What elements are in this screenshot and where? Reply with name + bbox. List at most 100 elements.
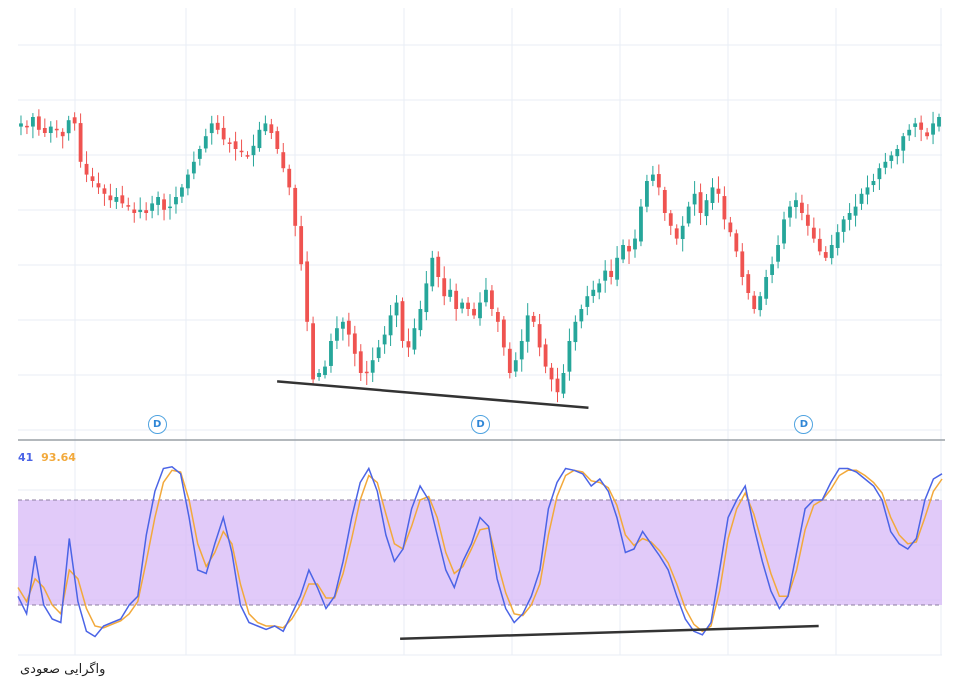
candle-body <box>209 123 214 134</box>
candle-body <box>633 238 637 250</box>
dividend-marker-icon[interactable]: D <box>794 415 814 434</box>
candle-body <box>722 196 727 220</box>
candle-body <box>406 341 411 348</box>
candle-body <box>144 210 149 213</box>
candle-body <box>317 373 321 377</box>
dividend-marker-icon[interactable]: D <box>147 415 167 434</box>
candle-body <box>370 360 375 373</box>
candle-body <box>627 245 631 252</box>
candle-body <box>603 270 608 281</box>
dividend-marker-icon[interactable]: D <box>471 415 490 434</box>
candle-body <box>609 270 614 277</box>
candle-body <box>734 233 739 252</box>
candle-body <box>185 174 190 189</box>
candle-body <box>680 225 685 240</box>
candle-body <box>132 209 137 213</box>
candle-body <box>388 315 393 336</box>
candle-body <box>472 308 476 316</box>
candle-body <box>269 124 274 133</box>
candle-body <box>102 188 107 194</box>
candle-body <box>805 214 810 226</box>
candle-body <box>382 334 387 345</box>
candle-body <box>621 245 625 260</box>
candle-body <box>794 200 798 208</box>
candle-body <box>871 181 876 186</box>
candle-body <box>72 117 77 124</box>
candle-body <box>650 174 655 181</box>
candle-body <box>400 301 405 341</box>
candle-body <box>275 131 280 149</box>
candle-body <box>704 200 709 217</box>
candle-body <box>364 371 369 374</box>
candle-body <box>329 341 333 366</box>
candle-body <box>686 206 691 224</box>
candle-body <box>776 245 780 262</box>
candle-body <box>358 351 363 373</box>
candle-body <box>692 193 697 205</box>
candle-body <box>54 128 59 131</box>
candle-body <box>257 129 262 149</box>
candle-body <box>877 168 882 180</box>
candle-body <box>25 125 29 128</box>
candle-body <box>108 195 113 201</box>
candle-body <box>895 149 900 157</box>
candle-body <box>239 150 244 153</box>
candle-body <box>66 120 71 134</box>
candle-body <box>907 129 912 136</box>
candle-body <box>668 213 673 226</box>
candle-body <box>323 366 327 376</box>
candle-body <box>215 122 220 130</box>
candle-body <box>60 131 65 137</box>
candle-body <box>698 192 703 213</box>
candle-body <box>519 341 524 360</box>
candle-body <box>311 323 315 380</box>
candle-body <box>30 117 35 127</box>
candle-body <box>889 155 894 161</box>
candle-body <box>120 195 125 204</box>
candle-body <box>513 360 518 372</box>
candle-body <box>48 126 53 134</box>
candle-body <box>800 202 804 213</box>
candle-body <box>573 321 578 343</box>
candle-body <box>424 283 429 313</box>
candle-body <box>913 123 918 127</box>
candle-body <box>847 213 852 220</box>
candle-body <box>114 197 119 202</box>
candle-body <box>656 174 661 188</box>
candle-body <box>835 232 840 249</box>
candle-body <box>168 206 172 209</box>
candle-body <box>126 205 131 207</box>
candle-body <box>340 321 345 329</box>
candle-body <box>746 274 751 293</box>
candle-body <box>770 264 775 275</box>
candle-body <box>430 257 435 287</box>
candle-body <box>853 206 858 216</box>
candle-body <box>352 333 357 354</box>
candle-body <box>197 149 202 159</box>
candle-body <box>507 348 512 373</box>
candle-body <box>203 136 208 149</box>
candle-body <box>591 289 596 297</box>
candle-body <box>597 283 602 293</box>
candle-body <box>758 296 763 311</box>
trendline-segment <box>400 624 819 640</box>
candle-body <box>19 123 23 127</box>
stoch-k-line <box>17 465 943 638</box>
candle-body <box>501 319 506 348</box>
candle-body <box>335 328 339 341</box>
candle-body <box>495 311 500 322</box>
candle-body <box>448 289 453 297</box>
candle-body <box>764 277 769 299</box>
chart-caption: واگرایی صعودی <box>20 662 106 677</box>
candle-body <box>293 187 298 226</box>
candle-body <box>84 163 89 175</box>
candle-body <box>710 187 715 203</box>
candle-body <box>782 219 786 244</box>
price-trendline <box>277 380 589 410</box>
candle-body <box>162 199 166 210</box>
candle-body <box>931 123 935 135</box>
candle-body <box>788 206 792 218</box>
candle-body <box>937 117 941 127</box>
candle-body <box>156 197 160 205</box>
candle-body <box>716 188 721 194</box>
